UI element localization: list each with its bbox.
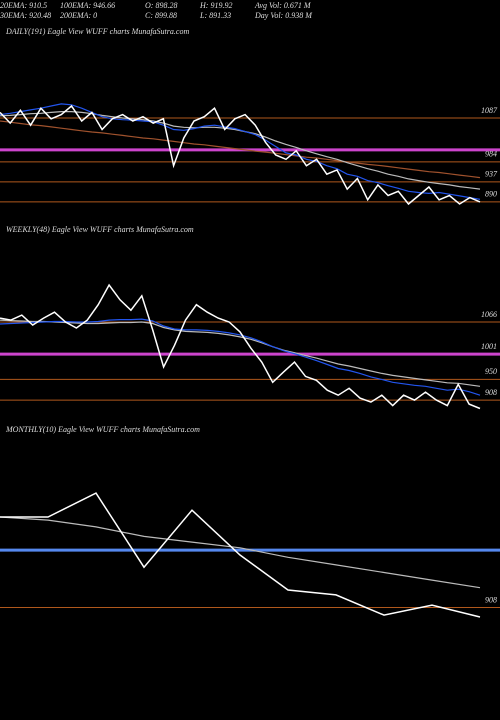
header-stat: Day Vol: 0.938 M [254, 11, 313, 20]
y-tick-label: 1087 [481, 106, 498, 115]
y-tick-label: 937 [485, 170, 498, 179]
y-tick-label: 1066 [481, 310, 497, 319]
y-tick-label: 908 [485, 388, 497, 397]
header-stat: Avg Vol: 0.671 M [254, 1, 312, 10]
y-tick-label: 950 [485, 367, 497, 376]
y-tick-label: 1001 [481, 342, 497, 351]
series-line [0, 120, 481, 179]
series-line [0, 319, 481, 387]
panel-title: MONTHLY(10) Eagle View WUFF charts Munaf… [5, 425, 200, 434]
series-line [0, 492, 481, 618]
panel-title: WEEKLY(48) Eagle View WUFF charts Munafa… [6, 225, 194, 234]
series-line [0, 103, 481, 200]
y-tick-label: 984 [485, 150, 497, 159]
header-stat: 20EMA: 910.5 [0, 1, 47, 10]
header-stat: H: 919.92 [199, 1, 232, 10]
header-stat: C: 899.88 [145, 11, 177, 20]
header-stat: 100EMA: 946.66 [60, 1, 115, 10]
header-stat: 200EMA: 0 [60, 11, 97, 20]
header-stat: 30EMA: 920.48 [0, 11, 51, 20]
series-line [0, 516, 481, 589]
series-line [0, 318, 481, 396]
y-tick-label: 908 [485, 595, 497, 604]
header-stat: L: 891.33 [199, 11, 231, 20]
header-stat: O: 898.28 [145, 1, 177, 10]
series-line [0, 104, 481, 206]
panel-title: DAILY(191) Eagle View WUFF charts Munafa… [5, 27, 189, 36]
y-tick-label: 890 [485, 190, 497, 199]
series-line [0, 283, 481, 410]
